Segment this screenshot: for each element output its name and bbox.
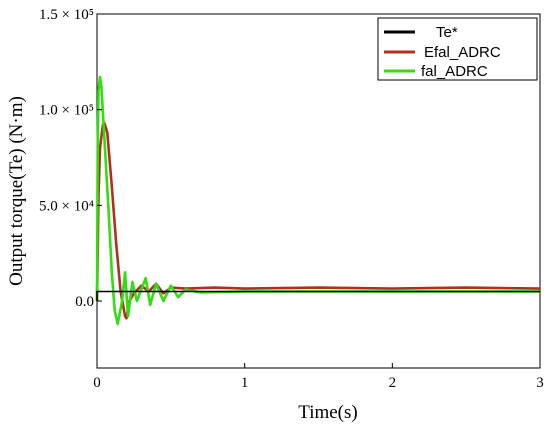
y-tick-label: 1.0 × 10⁵	[39, 103, 94, 119]
y-tick-label: 5.0 × 10⁴	[39, 198, 94, 214]
legend-label-fal-adrc: fal_ADRC	[421, 63, 488, 80]
y-axis-title: Output torque(Te) (N·m)	[6, 96, 27, 286]
series-line-efal-adrc	[95, 121, 541, 320]
series-line-te	[96, 290, 540, 301]
legend-label-te-star: Te*	[436, 24, 458, 41]
legend-label-efal-adrc: Efal_ADRC	[424, 44, 501, 61]
x-tick-label: 2	[389, 375, 397, 391]
series-layer	[95, 75, 541, 326]
y-tick-label: 0.0	[75, 294, 94, 310]
y-tick-label: 1.5 × 10⁵	[39, 7, 94, 23]
x-axis-title: Time(s)	[298, 402, 357, 423]
legend: Te* Efal_ADRC fal_ADRC	[377, 17, 538, 81]
axes: 0 1 2 3 0.0 5.0 × 10⁴ 1.0 × 10⁵ 1.5 × 10⁵	[39, 7, 544, 391]
x-tick-label: 1	[241, 375, 249, 391]
x-tick-label: 3	[536, 375, 544, 391]
x-tick-label: 0	[93, 375, 101, 391]
